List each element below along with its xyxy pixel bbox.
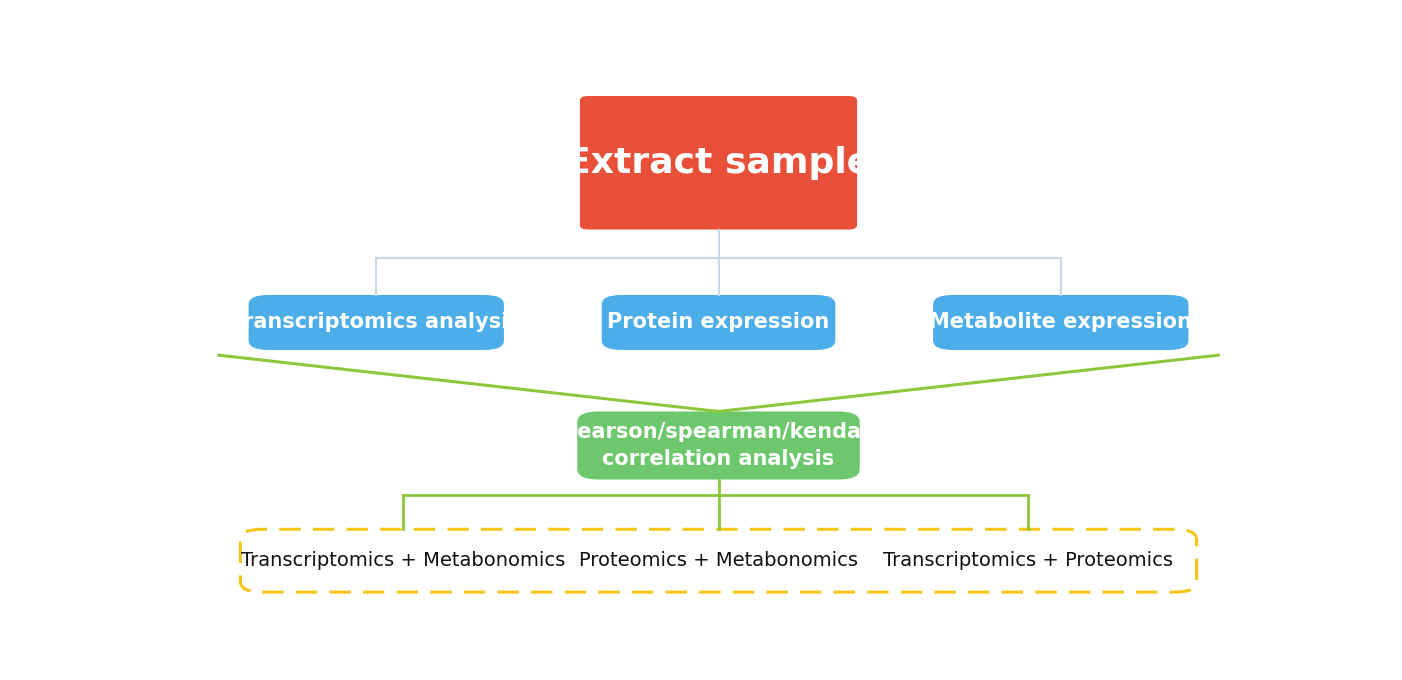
Text: Metabolite expression: Metabolite expression — [930, 312, 1192, 333]
Text: Transcriptomics analysis: Transcriptomics analysis — [231, 312, 522, 333]
Text: Extract sample: Extract sample — [566, 146, 871, 180]
FancyBboxPatch shape — [934, 295, 1189, 350]
Text: Proteomics + Metabonomics: Proteomics + Metabonomics — [579, 551, 858, 571]
FancyBboxPatch shape — [578, 411, 859, 479]
Text: Pearson/spearman/kendall
correlation analysis: Pearson/spearman/kendall correlation ana… — [562, 422, 875, 469]
FancyBboxPatch shape — [601, 295, 836, 350]
Text: Transcriptomics + Proteomics: Transcriptomics + Proteomics — [883, 551, 1173, 571]
Text: Protein expression: Protein expression — [607, 312, 830, 333]
FancyBboxPatch shape — [580, 96, 857, 230]
Text: Transcriptomics + Metabonomics: Transcriptomics + Metabonomics — [241, 551, 565, 571]
FancyBboxPatch shape — [248, 295, 503, 350]
